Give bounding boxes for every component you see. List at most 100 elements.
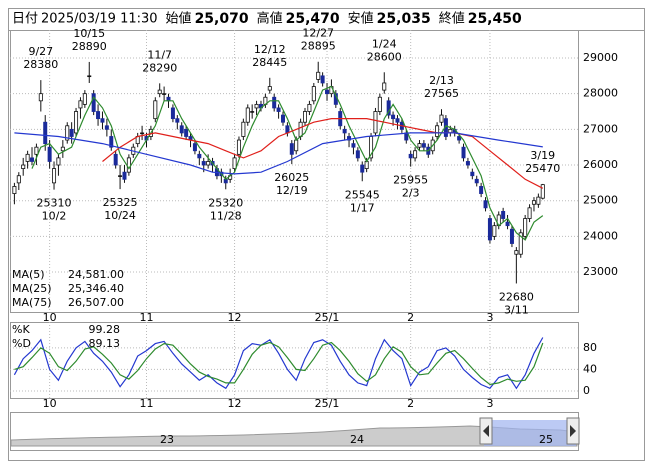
candle-body xyxy=(501,211,506,219)
x-tick-label: 25/1 xyxy=(315,397,340,410)
arrow-left xyxy=(483,425,489,437)
y-tick-label: 27000 xyxy=(583,122,618,135)
candle-body xyxy=(518,232,523,255)
annotation-price: 25545 xyxy=(345,188,380,201)
candle-body xyxy=(236,139,241,155)
navigator-label: 24 xyxy=(350,433,364,446)
frame xyxy=(8,8,645,461)
annotation-date: 10/15 xyxy=(73,27,105,40)
annotation-price: 28600 xyxy=(367,50,402,63)
annotation-date: 2/3 xyxy=(402,187,420,200)
legend-value: 24,581.00 xyxy=(68,268,124,281)
candle-body xyxy=(523,218,528,237)
candle-body xyxy=(377,96,382,112)
candle-body xyxy=(303,111,308,123)
candle-body xyxy=(12,186,17,194)
candle-body xyxy=(408,153,413,159)
x-tick-label: 12 xyxy=(228,397,242,410)
annotation-price: 25325 xyxy=(103,196,138,209)
candle-body xyxy=(245,107,250,123)
legend-value: 99.28 xyxy=(89,323,121,336)
candle-body xyxy=(192,143,197,152)
x-tick-label: 3 xyxy=(486,311,493,324)
candle-body xyxy=(276,107,281,112)
price-panel xyxy=(10,30,579,313)
header-value: 25,070 xyxy=(195,11,249,27)
candle-body xyxy=(474,178,479,184)
legend-value: 89.13 xyxy=(89,337,121,350)
candle-body xyxy=(30,157,35,162)
candle-body xyxy=(87,75,92,78)
navigator-range[interactable] xyxy=(484,420,576,446)
candle-body xyxy=(382,82,387,91)
y-tick-label: 23000 xyxy=(583,265,618,278)
x-tick-label: 3 xyxy=(486,397,493,410)
annotation-date: 10/2 xyxy=(42,210,67,223)
candle-body xyxy=(250,111,255,113)
candle-body xyxy=(479,186,484,194)
header-label: 始値 xyxy=(166,11,192,27)
candle-body xyxy=(184,128,189,137)
candle-body xyxy=(325,89,330,95)
annotation-date: 10/24 xyxy=(104,209,136,222)
candle-body xyxy=(157,89,162,95)
candle-body xyxy=(514,250,519,255)
candle-body xyxy=(395,118,400,123)
y-tick-label: 80 xyxy=(583,341,597,354)
stochastic-panel xyxy=(10,322,579,399)
candle-body xyxy=(272,96,277,109)
header-label: 終値 xyxy=(439,11,465,27)
candle-body xyxy=(355,150,360,159)
candle-body xyxy=(509,228,514,244)
candle-body xyxy=(104,125,109,130)
candle-body xyxy=(21,164,26,169)
annotation-date: 11/7 xyxy=(147,48,172,61)
candle-body xyxy=(78,100,83,109)
candle-body xyxy=(232,157,237,169)
candle-body xyxy=(342,128,347,134)
candle-body xyxy=(109,136,114,148)
candle-body xyxy=(289,143,294,155)
candle-body xyxy=(307,103,312,112)
navigator-label: 25 xyxy=(539,433,553,446)
candle-body xyxy=(197,153,202,159)
candle-body xyxy=(531,200,536,205)
header: 日付 2025/03/19 11:30 始値 25,070 高値 25,470 安値 25,0… xyxy=(12,11,522,28)
candle-body xyxy=(413,150,418,159)
ma-line xyxy=(31,85,544,241)
x-tick-label: 2 xyxy=(407,397,414,410)
legend-name: MA(75) xyxy=(12,296,52,309)
candle-body xyxy=(74,111,79,134)
annotation-date: 12/19 xyxy=(276,184,308,197)
y-tick-label: 24000 xyxy=(583,229,618,242)
candle-body xyxy=(254,103,259,109)
annotation-price: 22680 xyxy=(499,290,534,303)
annotation-date: 3/11 xyxy=(504,303,529,316)
candle-body xyxy=(505,221,510,227)
annotation-date: 9/27 xyxy=(28,45,53,58)
annotation-price: 25955 xyxy=(393,174,428,187)
candle-body xyxy=(52,168,57,184)
annotation-date: 2/13 xyxy=(429,74,454,87)
candle-body xyxy=(527,207,532,219)
y-tick-label: 25000 xyxy=(583,194,618,207)
candle-body xyxy=(43,121,48,145)
candle-body xyxy=(201,161,206,166)
annotation-price: 26025 xyxy=(274,171,309,184)
header-value: 25,035 xyxy=(377,11,431,27)
header-label: 安値 xyxy=(348,11,374,27)
annotation-price: 28890 xyxy=(72,40,107,53)
candle-body xyxy=(540,184,545,199)
legend-name: MA(25) xyxy=(12,282,52,295)
y-tick-label: 0 xyxy=(583,384,590,397)
x-tick-label: 25/1 xyxy=(315,311,340,324)
header-label: 高値 xyxy=(257,11,283,27)
candle-body xyxy=(38,93,43,102)
header-value: 25,450 xyxy=(468,11,522,27)
candle-body xyxy=(241,121,246,137)
candle-body xyxy=(100,118,105,123)
navigator-area xyxy=(10,425,578,447)
candle-body xyxy=(34,146,39,155)
candle-body xyxy=(25,153,30,162)
